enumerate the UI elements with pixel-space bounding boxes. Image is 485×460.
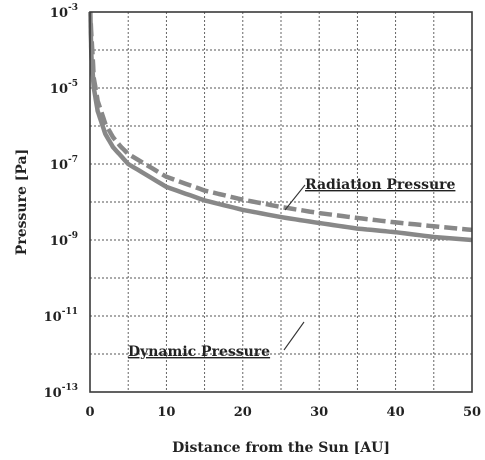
- y-tick-label: 10-9: [50, 231, 78, 249]
- x-tick-labels: 0 10 20 30 40 50: [85, 405, 481, 420]
- y-axis-label: Pressure [Pa]: [14, 149, 30, 255]
- y-tick-label: 10-5: [50, 79, 78, 97]
- x-tick-label: 30: [310, 405, 328, 420]
- radiation-pressure-curve: [88, 23, 473, 233]
- x-tick-label: 50: [463, 405, 481, 420]
- y-tick-labels: 10-3 10-5 10-7 10-9 10-11 10-13: [44, 3, 78, 401]
- x-tick-label: 0: [85, 405, 94, 420]
- radiation-pressure-annotation: Radiation Pressure: [305, 177, 456, 193]
- dynamic-pressure-annotation: Dynamic Pressure: [128, 344, 270, 360]
- plot-frame: [89, 11, 473, 393]
- grid-lines: [90, 12, 472, 392]
- dynamic-pressure-leader: [283, 321, 305, 351]
- y-tick-label: 10-3: [50, 3, 78, 21]
- x-axis-label: Distance from the Sun [AU]: [172, 440, 390, 456]
- x-tick-label: 10: [157, 405, 175, 420]
- dynamic-pressure-curve: [88, 12, 473, 243]
- y-tick-label: 10-13: [44, 383, 78, 401]
- x-tick-label: 20: [234, 405, 252, 420]
- y-tick-label: 10-11: [44, 307, 78, 325]
- curves: [88, 12, 473, 243]
- radiation-pressure-leader: [284, 184, 306, 211]
- x-tick-label: 40: [387, 405, 405, 420]
- y-tick-label: 10-7: [50, 155, 78, 173]
